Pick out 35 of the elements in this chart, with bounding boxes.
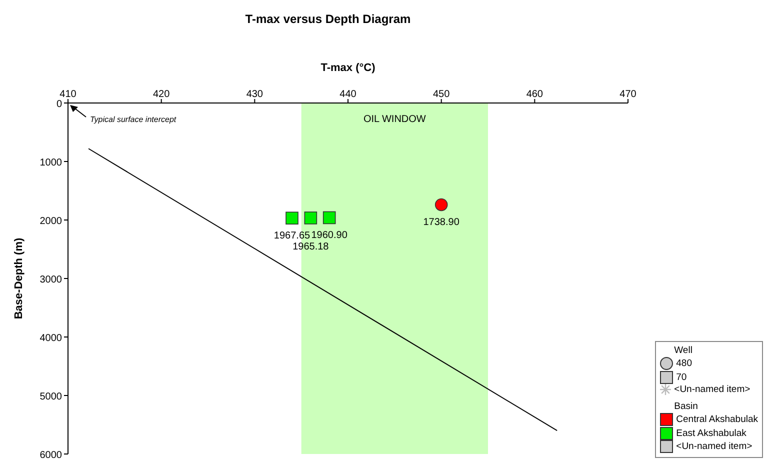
y-tick-label: 5000	[40, 392, 62, 402]
annotation: Typical surface intercept	[90, 115, 177, 124]
y-axis-title: Base-Depth (m)	[12, 238, 25, 320]
x-tick-label: 470	[620, 89, 637, 100]
y-tick-label: 4000	[40, 333, 62, 344]
x-tick-label: 430	[246, 89, 264, 100]
x-tick-label: 450	[432, 89, 450, 100]
data-label: 1960.90	[311, 230, 348, 242]
point	[434, 198, 448, 212]
data-label: 1967.65	[274, 230, 311, 242]
point	[304, 212, 318, 224]
text: 480	[675, 357, 693, 371]
y-tick-label: 0	[56, 99, 62, 110]
data-label: 1965.18	[292, 241, 330, 252]
text: <Un-named item>	[673, 384, 752, 397]
point	[322, 211, 336, 224]
band-label: OIL WINDOW	[363, 114, 426, 126]
x-tick-label: 410	[60, 89, 77, 100]
y-tick-label: 3000	[40, 274, 62, 286]
text: 70	[675, 370, 688, 384]
chart-title: T-max versus Depth Diagram	[244, 12, 412, 26]
x-axis-title: T-max (°C)	[320, 62, 376, 74]
data-label: 1738.90	[423, 217, 460, 228]
text: <Un-named item>	[675, 440, 754, 454]
legend-label: East Akshabulak	[675, 426, 748, 440]
y-tick-label: 1000	[40, 158, 62, 168]
x-tick-label: 460	[526, 89, 544, 100]
legend-label: Central Akshabulak	[675, 413, 758, 427]
y-tick-label: 6000	[40, 450, 62, 461]
legend-title: Basin	[673, 400, 699, 414]
text: Well	[673, 344, 694, 358]
point	[286, 212, 298, 225]
x-tick-label: 420	[152, 89, 170, 100]
x-tick-label: 440	[340, 89, 357, 100]
y-tick-label: 2000	[40, 216, 62, 227]
